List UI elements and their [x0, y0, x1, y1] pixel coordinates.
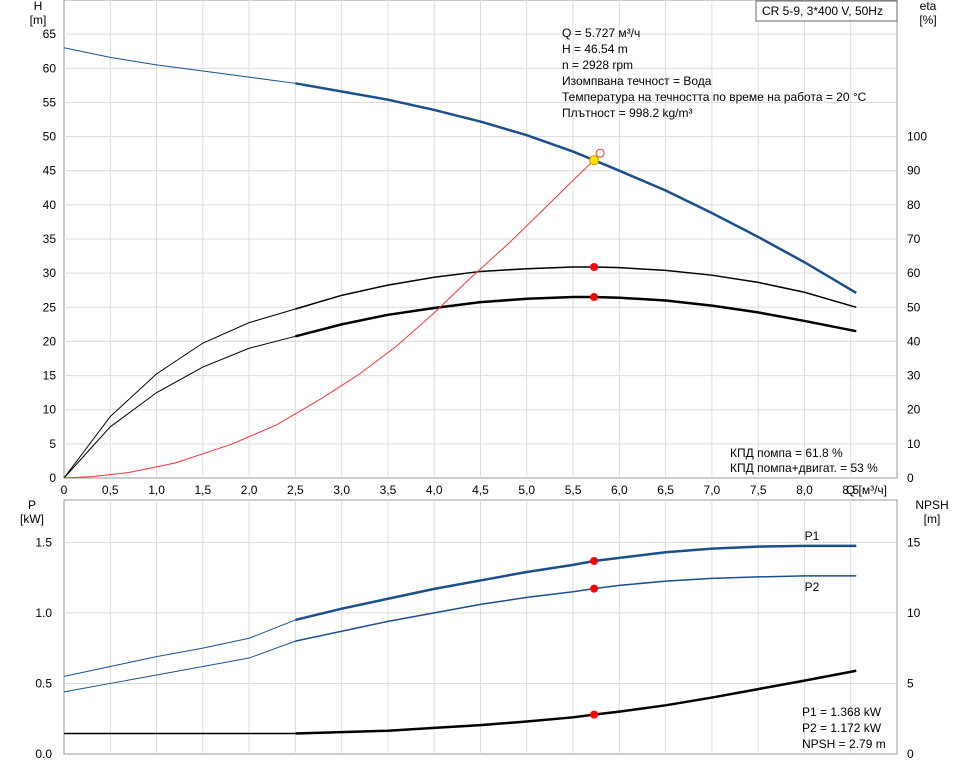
duty-point-marker	[589, 155, 600, 166]
x-tick-label: 0,5	[102, 483, 119, 497]
y2-tick-label: 100	[907, 130, 927, 144]
pump-efficiency-curve-extension	[63, 308, 296, 479]
npsh-axis-title: NPSH	[915, 498, 948, 512]
x-tick-label: 2,5	[287, 483, 304, 497]
operating-info-line: n = 2928 rpm	[562, 58, 633, 72]
x-tick-label: 7,0	[704, 483, 721, 497]
y2-tick-label: 90	[907, 164, 921, 178]
y-tick-label: 5	[49, 437, 56, 451]
p2-series-label: P2	[805, 580, 820, 594]
head-curve	[295, 82, 857, 295]
p1-series-label: P1	[805, 529, 820, 543]
x-tick-label: 5,5	[565, 483, 582, 497]
y-tick-label: 45	[43, 164, 57, 178]
operating-info-line: Плътност = 998.2 kg/m³	[562, 106, 692, 120]
total-efficiency-curve-extension	[63, 335, 296, 479]
y2-tick-label: 0	[907, 471, 914, 485]
x-tick-label: 2,0	[241, 483, 258, 497]
p2-power-curve	[295, 575, 857, 642]
efficiency-info-line: КПД помпа = 61.8 %	[730, 446, 843, 460]
y-tick-label: 20	[43, 334, 57, 348]
x-tick-label: 3,0	[333, 483, 350, 497]
head-curve-extension	[63, 47, 296, 84]
efficiency-info-line: КПД помпа+двигат. = 53 %	[730, 461, 878, 475]
eta-axis-unit: [%]	[919, 13, 936, 27]
y2-tick-label: 30	[907, 369, 921, 383]
chart-title-box	[755, 0, 898, 22]
p1-duty-point	[590, 556, 599, 565]
x-tick-label: 4,5	[472, 483, 489, 497]
power-info-line: P1 = 1.368 kW	[802, 705, 882, 719]
x-tick-label: 7,5	[750, 483, 767, 497]
y-tick-label: 10	[43, 403, 57, 417]
x-axis-label: Q [м³/ч]	[846, 483, 887, 497]
h-axis-title: H	[34, 0, 43, 13]
y-tick-label: 25	[43, 300, 57, 314]
h-axis-unit: [m]	[30, 13, 47, 27]
chart-title: CR 5-9, 3*400 V, 50Hz	[762, 4, 883, 18]
operating-info-line: Температура на течността по време на раб…	[562, 90, 867, 104]
y2-tick-label: 40	[907, 334, 921, 348]
x-tick-label: 5,0	[518, 483, 535, 497]
system-curve	[63, 159, 595, 479]
p-tick-label: 0.5	[35, 676, 52, 690]
x-tick-label: 6,5	[657, 483, 674, 497]
pump-efficiency-curve	[295, 266, 857, 310]
x-tick-label: 8,5	[842, 483, 859, 497]
p-axis-unit: [kW]	[20, 512, 44, 526]
x-tick-label: 1,5	[194, 483, 211, 497]
p-tick-label: 0.0	[35, 747, 52, 761]
pump-efficiency-point	[590, 262, 599, 271]
x-tick-label: 8,0	[796, 483, 813, 497]
total-efficiency-point	[590, 293, 599, 302]
y-tick-label: 0	[49, 471, 56, 485]
npsh-axis-unit: [m]	[924, 512, 941, 526]
eta-axis-title: eta	[920, 0, 937, 13]
total-efficiency-curve	[295, 295, 857, 338]
x-tick-label: 4,0	[426, 483, 443, 497]
x-tick-label: 3,5	[380, 483, 397, 497]
npsh-tick-label: 10	[907, 606, 921, 620]
p2-power-curve-extension	[63, 640, 296, 693]
npsh-tick-label: 5	[907, 676, 914, 690]
y-tick-label: 50	[43, 130, 57, 144]
npsh-curve	[295, 669, 857, 735]
y-tick-label: 15	[43, 369, 57, 383]
power-info-line: NPSH = 2.79 m	[802, 737, 886, 751]
npsh-tick-label: 0	[907, 747, 914, 761]
p-tick-label: 1.5	[35, 535, 52, 549]
system-curve-end-marker	[595, 148, 605, 158]
operating-info-line: Q = 5.727 м³/ч	[562, 26, 640, 40]
x-tick-label: 0	[61, 483, 68, 497]
operating-info-line: Изомпвана течност = Вода	[562, 74, 712, 88]
p2-duty-point	[590, 584, 599, 593]
y-tick-label: 30	[43, 266, 57, 280]
x-tick-label: 6,0	[611, 483, 628, 497]
y-tick-label: 55	[43, 95, 57, 109]
y-tick-label: 40	[43, 198, 57, 212]
y2-tick-label: 10	[907, 437, 921, 451]
npsh-tick-label: 15	[907, 535, 921, 549]
power-info-line: P2 = 1.172 kW	[802, 721, 882, 735]
y-tick-label: 60	[43, 61, 57, 75]
y2-tick-label: 70	[907, 232, 921, 246]
y-tick-label: 65	[43, 27, 57, 41]
y2-tick-label: 80	[907, 198, 921, 212]
p1-power-curve-extension	[63, 619, 296, 677]
p1-power-curve	[295, 544, 857, 622]
npsh-duty-point	[590, 710, 599, 719]
y2-tick-label: 60	[907, 266, 921, 280]
p-tick-label: 1.0	[35, 606, 52, 620]
operating-info-line: H = 46.54 m	[562, 42, 628, 56]
p-axis-title: P	[28, 498, 36, 512]
y2-tick-label: 50	[907, 300, 921, 314]
y2-tick-label: 20	[907, 403, 921, 417]
y-tick-label: 35	[43, 232, 57, 246]
x-tick-label: 1,0	[148, 483, 165, 497]
